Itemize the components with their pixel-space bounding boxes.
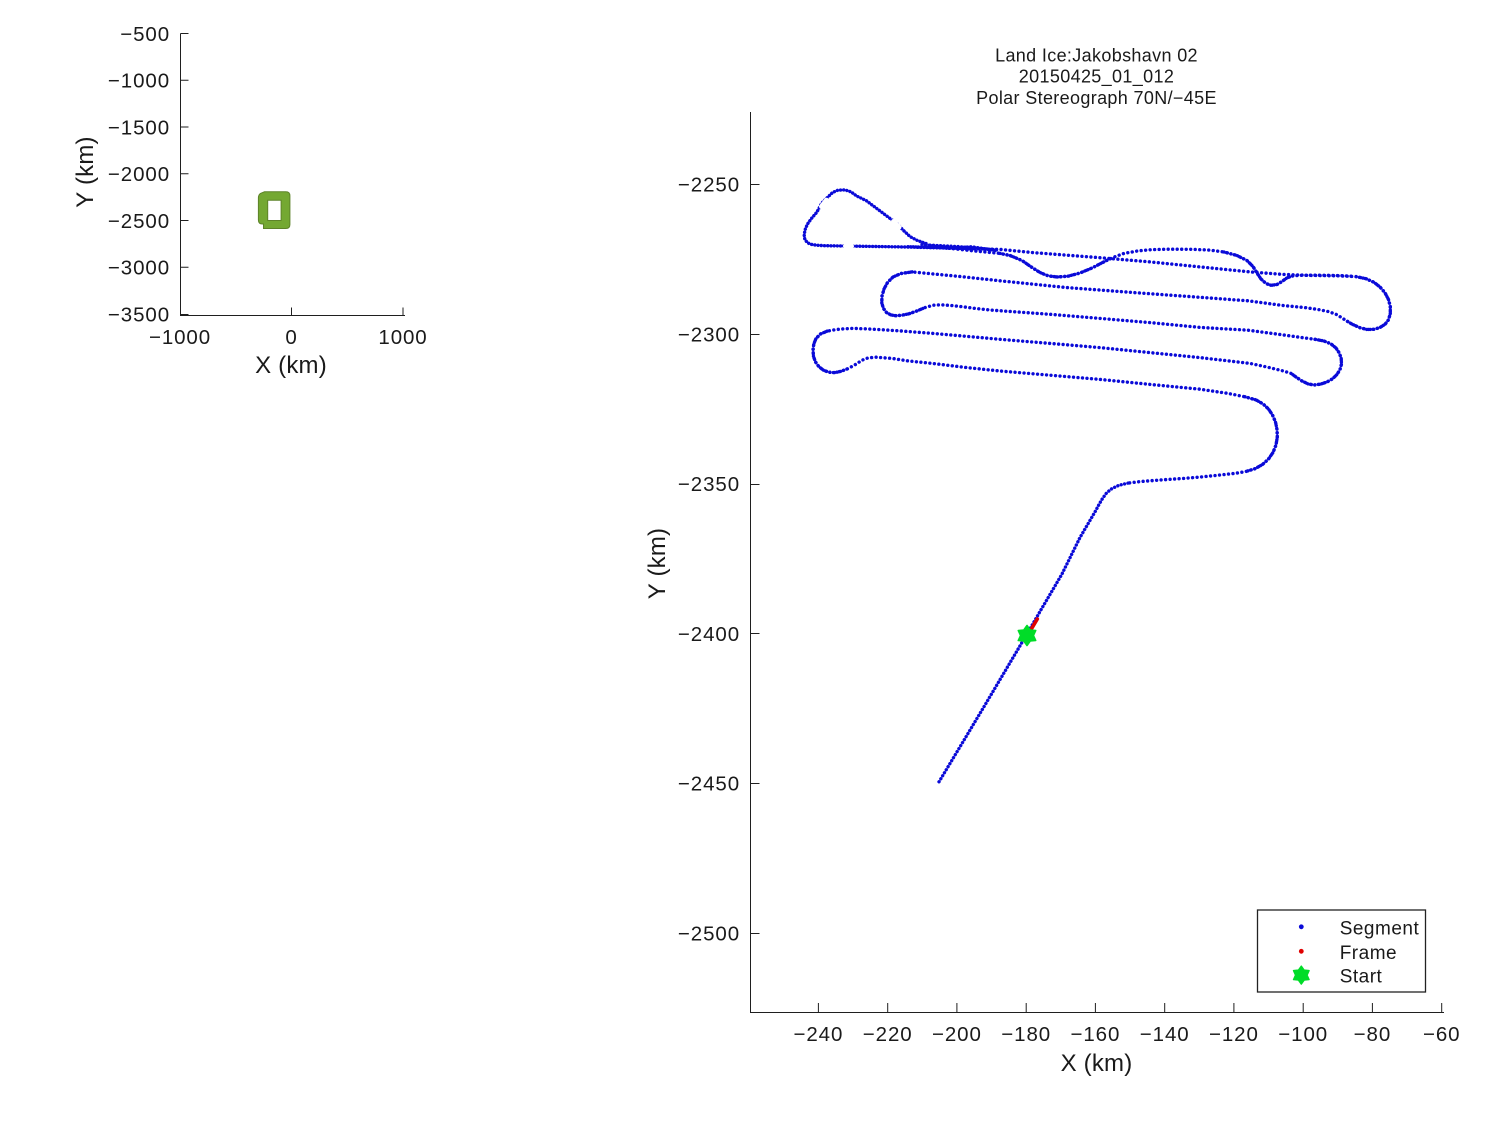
svg-text:20150425_01_012: 20150425_01_012 — [1019, 67, 1174, 88]
svg-text:−1000: −1000 — [108, 70, 170, 93]
svg-text:−1500: −1500 — [108, 117, 170, 140]
svg-text:X (km): X (km) — [255, 352, 327, 379]
svg-text:Frame: Frame — [1340, 943, 1397, 964]
svg-text:−240: −240 — [794, 1023, 844, 1046]
svg-text:−160: −160 — [1071, 1023, 1121, 1046]
svg-text:−2450: −2450 — [678, 773, 740, 796]
svg-text:1000: 1000 — [378, 326, 427, 349]
svg-text:−100: −100 — [1278, 1023, 1328, 1046]
svg-text:−1000: −1000 — [149, 326, 211, 349]
svg-text:Start: Start — [1340, 966, 1383, 987]
svg-text:Land Ice:Jakobshavn 02: Land Ice:Jakobshavn 02 — [995, 45, 1198, 65]
svg-text:0: 0 — [285, 326, 297, 349]
svg-text:−2500: −2500 — [678, 923, 740, 946]
svg-text:−2400: −2400 — [678, 623, 740, 646]
svg-text:−500: −500 — [120, 23, 170, 46]
svg-text:−80: −80 — [1354, 1023, 1391, 1046]
svg-text:−3000: −3000 — [108, 257, 170, 280]
svg-text:−200: −200 — [932, 1023, 982, 1046]
svg-text:−2000: −2000 — [108, 163, 170, 186]
svg-text:−140: −140 — [1140, 1023, 1190, 1046]
svg-text:Polar Stereograph 70N/−45E: Polar Stereograph 70N/−45E — [976, 88, 1217, 108]
svg-text:−120: −120 — [1209, 1023, 1259, 1046]
svg-text:X (km): X (km) — [1061, 1050, 1133, 1077]
svg-text:−180: −180 — [1001, 1023, 1051, 1046]
svg-text:−2300: −2300 — [678, 323, 740, 346]
svg-text:Segment: Segment — [1340, 919, 1420, 940]
svg-text:−2500: −2500 — [108, 210, 170, 233]
svg-text:Y (km): Y (km) — [72, 136, 99, 207]
svg-text:Y (km): Y (km) — [644, 528, 671, 599]
svg-text:−60: −60 — [1423, 1023, 1460, 1046]
svg-text:−2250: −2250 — [678, 174, 740, 197]
svg-text:−2350: −2350 — [678, 473, 740, 496]
svg-text:−3500: −3500 — [108, 304, 170, 327]
svg-text:−220: −220 — [863, 1023, 913, 1046]
